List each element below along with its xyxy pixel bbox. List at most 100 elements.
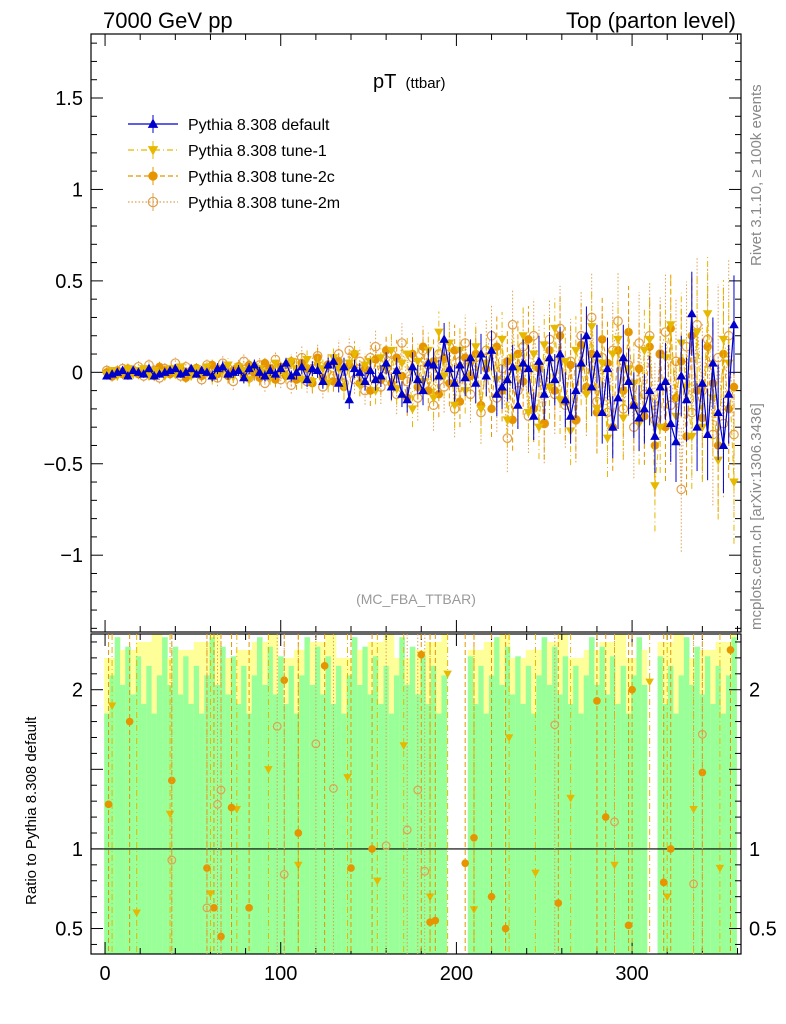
data-point	[723, 389, 734, 398]
green-band	[214, 684, 221, 954]
green-band	[636, 637, 643, 954]
ratio-point	[402, 825, 412, 835]
data-point	[123, 370, 133, 380]
green-band	[404, 684, 411, 954]
data-point	[502, 374, 513, 384]
green-band	[320, 694, 326, 954]
data-point	[702, 429, 713, 438]
data-point	[544, 383, 555, 392]
data-point	[692, 422, 702, 431]
green-band	[441, 675, 448, 954]
ratio-point	[413, 785, 423, 795]
green-band	[262, 684, 268, 954]
data-point	[565, 411, 576, 420]
data-point	[439, 334, 449, 343]
data-point	[650, 431, 660, 440]
green-band	[726, 675, 732, 954]
green-band	[641, 684, 648, 954]
data-point	[623, 376, 634, 385]
ratio-point	[210, 904, 218, 912]
data-point	[302, 374, 312, 384]
data-point	[518, 332, 528, 341]
ratio-y-tick-label: 2	[72, 680, 83, 702]
data-point	[233, 365, 244, 374]
data-point	[402, 394, 412, 404]
analysis-watermark: (MC_FBA_TTBAR)	[356, 591, 476, 607]
data-point	[181, 367, 191, 376]
green-band	[525, 665, 532, 954]
y-tick-label: 1	[72, 179, 83, 201]
y-tick-label: 0	[72, 362, 83, 384]
green-band	[114, 637, 121, 954]
green-band	[583, 675, 590, 954]
data-point	[586, 381, 597, 391]
data-point	[223, 361, 233, 371]
data-point	[718, 335, 729, 345]
green-band	[589, 637, 595, 954]
green-band	[135, 656, 142, 954]
axes: 0 100 200 300 1.5 1 0.5 0 −0.5 −1 2 2 1 1 0.5 0.5	[44, 34, 777, 985]
data-point	[539, 389, 549, 398]
plot-title-sub: (ttbar)	[406, 75, 446, 92]
data-point	[713, 456, 723, 466]
ratio-point	[373, 877, 382, 886]
data-point	[439, 372, 449, 381]
green-band	[436, 713, 442, 954]
data-point	[460, 372, 470, 382]
data-point	[186, 363, 196, 373]
data-point	[602, 434, 613, 444]
ratio-point	[320, 662, 329, 670]
data-point	[344, 394, 354, 404]
data-point	[270, 359, 281, 369]
ratio-point	[202, 903, 212, 913]
ratio-y-tick-label-right: 2	[749, 680, 760, 702]
data-point	[218, 361, 228, 371]
data-point	[555, 396, 565, 405]
data-point	[307, 363, 318, 373]
data-point	[566, 360, 575, 370]
data-point	[634, 413, 644, 422]
data-point	[581, 390, 592, 400]
green-band	[220, 646, 226, 954]
data-point	[624, 327, 633, 337]
data-point	[571, 385, 581, 395]
data-point	[371, 355, 380, 364]
ratio-point	[624, 921, 633, 930]
x-tick-label: 0	[99, 963, 110, 985]
data-point	[676, 370, 687, 380]
data-point	[370, 374, 381, 384]
data-point	[613, 392, 623, 402]
green-band	[515, 656, 521, 954]
green-band	[125, 646, 131, 954]
ratio-y-axis-label: Ratio to Pythia 8.308 default	[23, 716, 40, 905]
data-point	[138, 369, 149, 378]
ratio-point	[381, 841, 391, 851]
data-point	[286, 357, 297, 367]
green-band	[362, 646, 368, 954]
green-band	[241, 665, 247, 954]
data-point	[708, 358, 718, 367]
main-plot-frame	[90, 33, 742, 633]
data-point	[660, 376, 671, 385]
ratio-point	[431, 916, 440, 925]
data-point	[550, 374, 560, 384]
legend-label: Pythia 8.308 default	[188, 117, 330, 134]
data-point	[365, 365, 376, 374]
data-point	[413, 374, 423, 384]
y-tick-label: 0.5	[55, 271, 83, 293]
ratio-y-tick-label-right: 1	[749, 839, 760, 861]
green-band	[246, 713, 253, 954]
ratio-y-tick-label: 1	[72, 839, 83, 861]
green-band	[188, 704, 195, 954]
data-point	[428, 394, 439, 403]
ratio-point	[504, 734, 514, 742]
data-point	[402, 350, 412, 360]
green-band	[473, 704, 479, 954]
green-band	[520, 704, 527, 954]
data-point	[239, 372, 249, 382]
ratio-point	[666, 845, 675, 853]
data-point	[608, 350, 618, 360]
green-band	[304, 637, 311, 954]
data-point	[434, 370, 444, 380]
data-point	[697, 423, 708, 433]
